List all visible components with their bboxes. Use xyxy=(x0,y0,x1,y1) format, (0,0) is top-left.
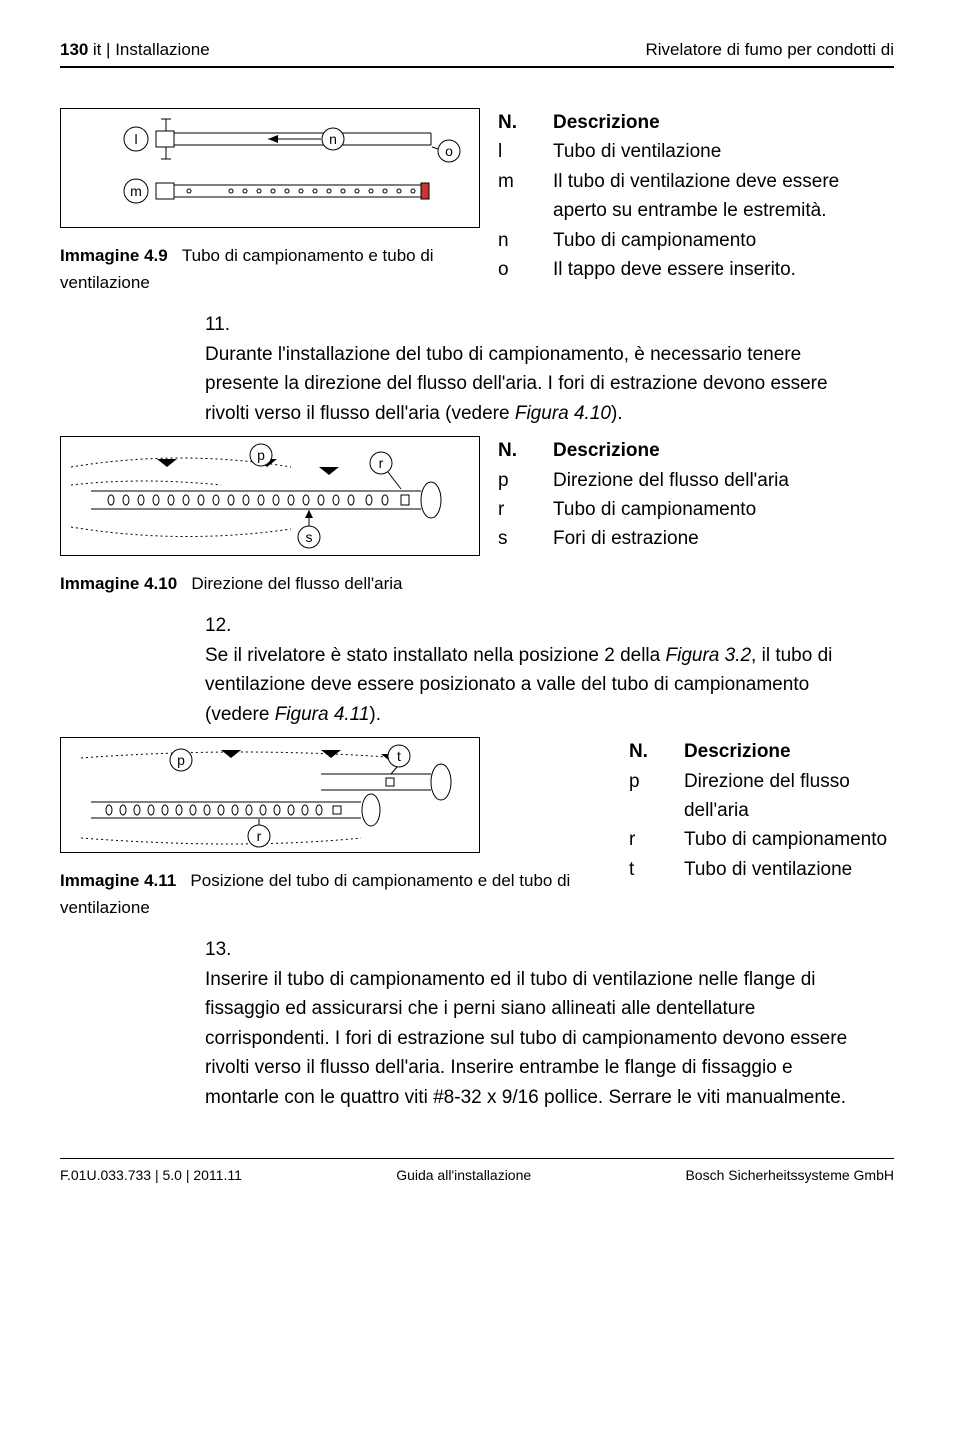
col-n: N. xyxy=(498,436,553,465)
col-desc: Descrizione xyxy=(553,108,894,137)
fig49-label-n: n xyxy=(329,131,337,147)
fig410-caption-label: Immagine 4.10 xyxy=(60,574,177,593)
figure-4-9: l n o xyxy=(60,108,480,228)
footer-center: Guida all'installazione xyxy=(396,1167,531,1183)
step-12: 12. Se il rivelatore è stato installato … xyxy=(205,611,894,729)
key-n: n xyxy=(498,226,553,255)
footer-left: F.01U.033.733 | 5.0 | 2011.11 xyxy=(60,1167,242,1183)
section-label: it | Installazione xyxy=(93,40,210,59)
val-p: Direzione del flusso dell'aria xyxy=(684,767,894,826)
val-r: Tubo di campionamento xyxy=(684,825,894,854)
key-l: l xyxy=(498,137,553,166)
val-o: Il tappo deve essere inserito. xyxy=(553,255,894,284)
step-12-text: Se il rivelatore è stato installato nell… xyxy=(205,641,854,729)
val-p: Direzione del flusso dell'aria xyxy=(553,466,789,495)
fig410-description-table: N.Descrizione pDirezione del flusso dell… xyxy=(498,436,789,554)
key-o: o xyxy=(498,255,553,284)
val-m: Il tubo di ventilazione deve essere aper… xyxy=(553,167,894,226)
fig410-label-r: r xyxy=(379,455,384,471)
key-r: r xyxy=(498,495,553,524)
step-13: 13. Inserire il tubo di campionamento ed… xyxy=(205,935,894,1112)
fig410-label-p: p xyxy=(257,447,265,463)
key-p: p xyxy=(498,466,553,495)
figure-4-10-caption: Immagine 4.10 Direzione del flusso dell'… xyxy=(60,570,480,597)
key-t: t xyxy=(629,855,684,884)
key-r: r xyxy=(629,825,684,854)
figure-4-11: p t xyxy=(60,737,480,853)
fig49-description-table: N.Descrizione lTubo di ventilazione mIl … xyxy=(498,108,894,285)
fig411-caption-label: Immagine 4.11 xyxy=(60,871,176,890)
figure-4-10: p xyxy=(60,436,480,556)
fig49-label-o: o xyxy=(445,143,453,159)
step-12-num: 12. xyxy=(205,611,241,640)
col-desc: Descrizione xyxy=(553,436,789,465)
step-11: 11. Durante l'installazione del tubo di … xyxy=(205,310,894,428)
val-t: Tubo di ventilazione xyxy=(684,855,894,884)
val-l: Tubo di ventilazione xyxy=(553,137,894,166)
fig411-label-t: t xyxy=(397,748,401,764)
fig410-label-s: s xyxy=(306,529,313,545)
fig411-label-p: p xyxy=(177,752,185,768)
fig49-caption-label: Immagine 4.9 xyxy=(60,246,168,265)
fig411-description-table: N.Descrizione pDirezione del flusso dell… xyxy=(629,737,894,884)
figure-4-11-caption: Immagine 4.11 Posizione del tubo di camp… xyxy=(60,867,611,921)
page-header: 130 it | Installazione Rivelatore di fum… xyxy=(60,40,894,68)
fig49-label-m: m xyxy=(130,183,142,199)
key-s: s xyxy=(498,524,553,553)
val-r: Tubo di campionamento xyxy=(553,495,789,524)
figure-4-9-caption: Immagine 4.9 Tubo di campionamento e tub… xyxy=(60,242,480,296)
footer-right: Bosch Sicherheitssysteme GmbH xyxy=(685,1167,894,1183)
val-n: Tubo di campionamento xyxy=(553,226,894,255)
col-n: N. xyxy=(629,737,684,766)
fig49-label-l: l xyxy=(134,131,137,147)
col-desc: Descrizione xyxy=(684,737,894,766)
col-n: N. xyxy=(498,108,553,137)
step-13-text: Inserire il tubo di campionamento ed il … xyxy=(205,965,854,1112)
step-13-num: 13. xyxy=(205,935,241,964)
val-s: Fori di estrazione xyxy=(553,524,789,553)
key-m: m xyxy=(498,167,553,226)
page-footer: F.01U.033.733 | 5.0 | 2011.11 Guida all'… xyxy=(60,1158,894,1183)
key-p: p xyxy=(629,767,684,826)
header-left: 130 it | Installazione xyxy=(60,40,210,60)
step-11-text: Durante l'installazione del tubo di camp… xyxy=(205,340,854,428)
fig410-caption-text: Direzione del flusso dell'aria xyxy=(191,574,402,593)
product-name: Rivelatore di fumo per condotti di xyxy=(645,40,894,60)
page-number: 130 xyxy=(60,40,88,59)
step-11-num: 11. xyxy=(205,310,241,339)
fig411-label-r: r xyxy=(257,828,262,844)
